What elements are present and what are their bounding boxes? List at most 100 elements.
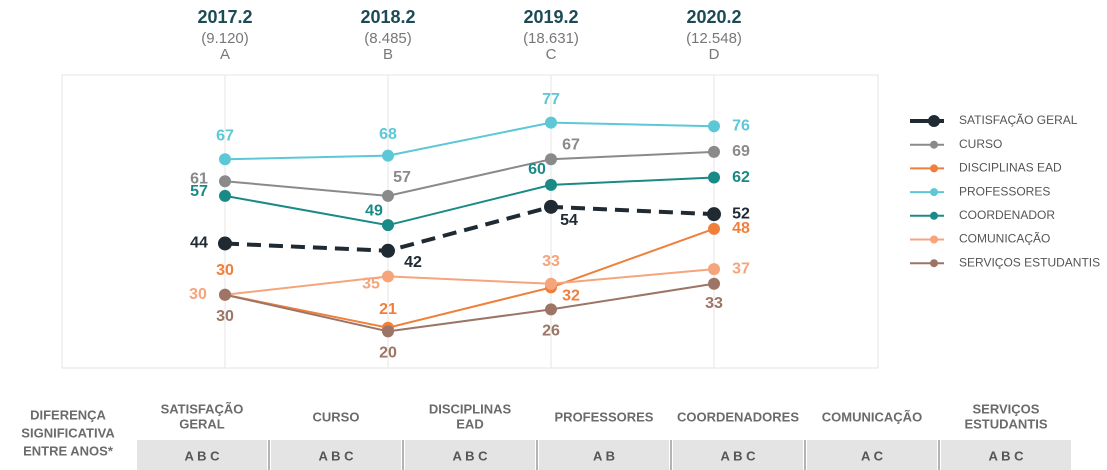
legend-marker (930, 164, 938, 173)
table-value: A B (593, 448, 615, 463)
column-header: DISCIPLINAS (429, 401, 512, 416)
data-label: 69 (732, 143, 750, 160)
legend-marker (930, 188, 938, 197)
series-point (218, 236, 232, 251)
series-line (224, 282, 715, 333)
series-line (224, 121, 715, 161)
data-label: 54 (560, 212, 578, 229)
category-letter: D (709, 46, 720, 63)
table-cell (941, 440, 1071, 470)
data-label: 60 (528, 161, 546, 178)
column-header: PROFESSORES (555, 409, 654, 424)
series-line (224, 204, 715, 253)
category-label: 2020.2 (686, 7, 741, 27)
column-header: COORDENADORES (677, 409, 799, 424)
column-header: COMUNICAÇÃO (822, 409, 922, 424)
data-label: 57 (190, 183, 208, 200)
column-header: SERVIÇOS (973, 401, 1040, 416)
column-header: GERAL (179, 416, 225, 431)
legend-marker (928, 115, 940, 127)
legend-marker (930, 140, 938, 149)
series-point (382, 270, 394, 283)
category-count: (8.485) (364, 30, 412, 47)
category-label: 2017.2 (197, 7, 252, 27)
row-label: ENTRE ANOS* (23, 443, 114, 458)
series-point (545, 153, 557, 166)
series-point (544, 199, 558, 214)
table-cell (271, 440, 401, 470)
category-label: 2018.2 (360, 7, 415, 27)
data-label: 33 (542, 253, 560, 270)
column-header: SATISFAÇÃO (161, 401, 244, 416)
legend-marker (930, 259, 938, 268)
series-line (224, 150, 715, 197)
series-point (708, 145, 720, 158)
table-cell (807, 440, 937, 470)
series-line (224, 176, 715, 227)
category-letter: A (220, 46, 230, 63)
data-label: 62 (732, 169, 750, 186)
data-label: 48 (732, 220, 750, 237)
legend-label: SERVIÇOS ESTUDANTIS (959, 255, 1100, 269)
column-header: ESTUDANTIS (964, 416, 1047, 431)
column-header: EAD (456, 416, 483, 431)
series-point (707, 207, 721, 222)
legend-label: DISCIPLINAS EAD (959, 161, 1062, 175)
plot-frame (61, 74, 879, 369)
series-point (708, 222, 720, 235)
legend-label: COORDENADOR (959, 208, 1055, 222)
data-label: 35 (362, 276, 380, 293)
series-point (545, 178, 557, 191)
data-label: 52 (732, 205, 750, 222)
series-point (708, 171, 720, 184)
series-point (219, 288, 231, 301)
category-label: 2019.2 (523, 7, 578, 27)
legend-label: PROFESSORES (959, 184, 1050, 198)
data-label: 32 (562, 288, 580, 305)
category-letter: C (546, 46, 557, 63)
legend-label: COMUNICAÇÃO (959, 232, 1050, 246)
series-point (708, 120, 720, 133)
table-value: A B C (185, 448, 221, 463)
row-label: SIGNIFICATIVA (21, 425, 115, 440)
data-label: 44 (190, 235, 208, 252)
legend-label: SATISFAÇÃO GERAL (959, 113, 1078, 127)
category-count: (18.631) (523, 30, 579, 47)
series-point (381, 243, 395, 258)
table-cell (137, 440, 267, 470)
data-label: 67 (216, 127, 234, 144)
data-label: 33 (705, 295, 723, 312)
series-point (382, 219, 394, 232)
series-point (382, 189, 394, 202)
data-label: 30 (216, 308, 234, 325)
data-label: 61 (190, 170, 208, 187)
series-point (545, 277, 557, 290)
data-label: 49 (365, 202, 383, 219)
data-label: 68 (379, 126, 397, 143)
data-label: 30 (189, 286, 207, 303)
table-value: A B C (721, 448, 757, 463)
series-point (219, 175, 231, 188)
table-value: A B C (989, 448, 1025, 463)
table-cell (539, 440, 669, 470)
legend-label: CURSO (959, 137, 1002, 151)
series-point (219, 189, 231, 202)
table-cell (673, 440, 803, 470)
series-point (708, 277, 720, 290)
data-label: 77 (542, 91, 560, 108)
data-label: 21 (379, 301, 397, 318)
data-label: 20 (379, 345, 397, 362)
table-value: A B C (453, 448, 489, 463)
column-header: CURSO (313, 409, 360, 424)
table-cell (405, 440, 535, 470)
series-line (224, 268, 715, 296)
series-point (219, 153, 231, 166)
data-label: 67 (562, 136, 580, 153)
data-label: 57 (393, 169, 411, 186)
data-label: 37 (732, 260, 750, 277)
series-point (382, 149, 394, 162)
category-count: (9.120) (201, 30, 249, 47)
series-line (224, 227, 715, 329)
data-label: 30 (216, 262, 234, 279)
